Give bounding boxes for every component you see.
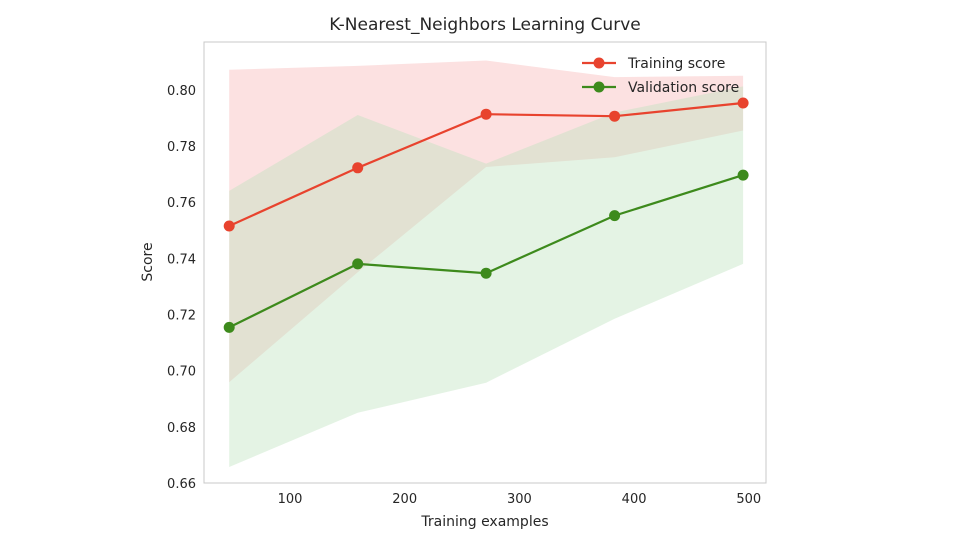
chart-title: K-Nearest_Neighbors Learning Curve: [329, 15, 640, 35]
y-tick-label: 0.76: [167, 196, 196, 211]
x-axis-label: Training examples: [420, 514, 548, 530]
training-score-point: [737, 97, 749, 109]
training-score-legend-marker: [593, 57, 605, 69]
validation-score-point: [352, 258, 364, 270]
validation-score-point: [737, 169, 749, 181]
x-tick-label: 200: [392, 492, 417, 507]
x-tick-label: 400: [622, 492, 647, 507]
training-score-band: [229, 60, 744, 383]
y-tick-label: 0.70: [167, 365, 196, 380]
training-score-point: [223, 220, 235, 232]
y-tick-label: 0.72: [167, 309, 196, 324]
validation-score-legend-label: Validation score: [628, 80, 739, 96]
validation-score-point: [480, 267, 492, 279]
y-tick-label: 0.78: [167, 140, 196, 155]
x-tick-label: 100: [278, 492, 303, 507]
y-tick-label: 0.80: [167, 84, 196, 99]
validation-score-point: [223, 321, 235, 333]
training-score-legend-label: Training score: [627, 56, 725, 72]
y-axis-label: Score: [140, 242, 156, 281]
training-score-point: [480, 108, 492, 120]
x-axis-ticks: 100 200 300 400 500: [278, 492, 762, 507]
training-score-point: [609, 110, 621, 122]
series-points: [223, 97, 749, 333]
plot-frame: [203, 41, 767, 484]
y-tick-label: 0.68: [167, 421, 196, 436]
legend: Training score Validation score: [582, 56, 739, 96]
validation-score-point: [609, 210, 621, 222]
y-axis-ticks: 0.66 0.68 0.70 0.72 0.74 0.76 0.78 0.80: [167, 84, 196, 492]
validation-score-legend-marker: [593, 81, 605, 93]
y-tick-label: 0.74: [167, 252, 196, 267]
x-tick-label: 300: [507, 492, 532, 507]
x-tick-label: 500: [736, 492, 761, 507]
training-score-point: [352, 162, 364, 174]
y-tick-label: 0.66: [167, 477, 196, 492]
